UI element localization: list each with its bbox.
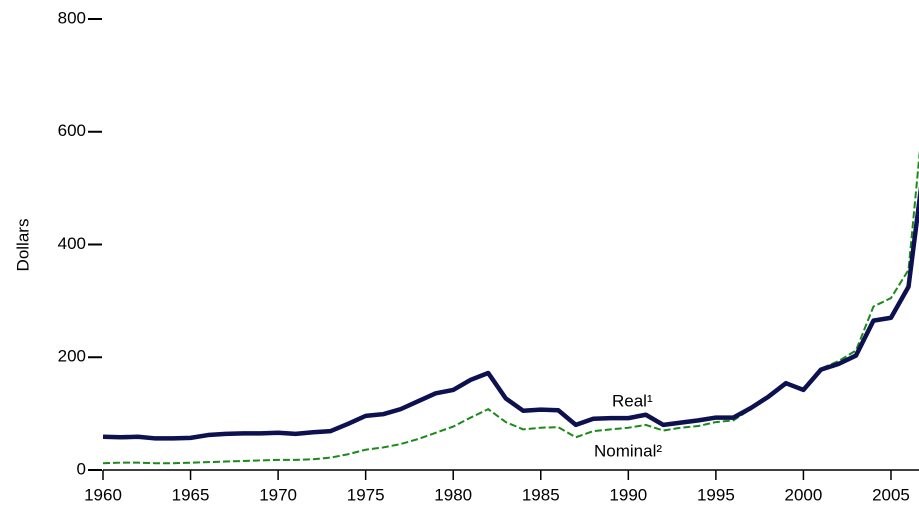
- x-tick-label: 1975: [347, 485, 385, 504]
- y-tick-label: 600: [58, 121, 86, 140]
- line-series: [103, 149, 919, 465]
- x-tick-label: 1960: [84, 485, 122, 504]
- y-tick-label: 400: [58, 234, 86, 253]
- y-axis-label: Dollars: [13, 219, 32, 272]
- annotation: Nominal²: [594, 441, 662, 460]
- annotation: Real¹: [612, 391, 653, 410]
- x-tick-label: 2005: [872, 485, 910, 504]
- line-series: [103, 186, 919, 441]
- y-tick-label: 800: [58, 8, 86, 27]
- x-tick-label: 2000: [785, 485, 823, 504]
- x-tick-label: 1980: [434, 485, 472, 504]
- x-tick-label: 1995: [697, 485, 735, 504]
- x-tick-label: 1970: [259, 485, 297, 504]
- x-tick-label: 1985: [522, 485, 560, 504]
- x-tick-label: 1990: [609, 485, 647, 504]
- y-tick-label: 200: [58, 347, 86, 366]
- x-tick-label: 1965: [172, 485, 210, 504]
- y-tick-label: 0: [77, 459, 86, 478]
